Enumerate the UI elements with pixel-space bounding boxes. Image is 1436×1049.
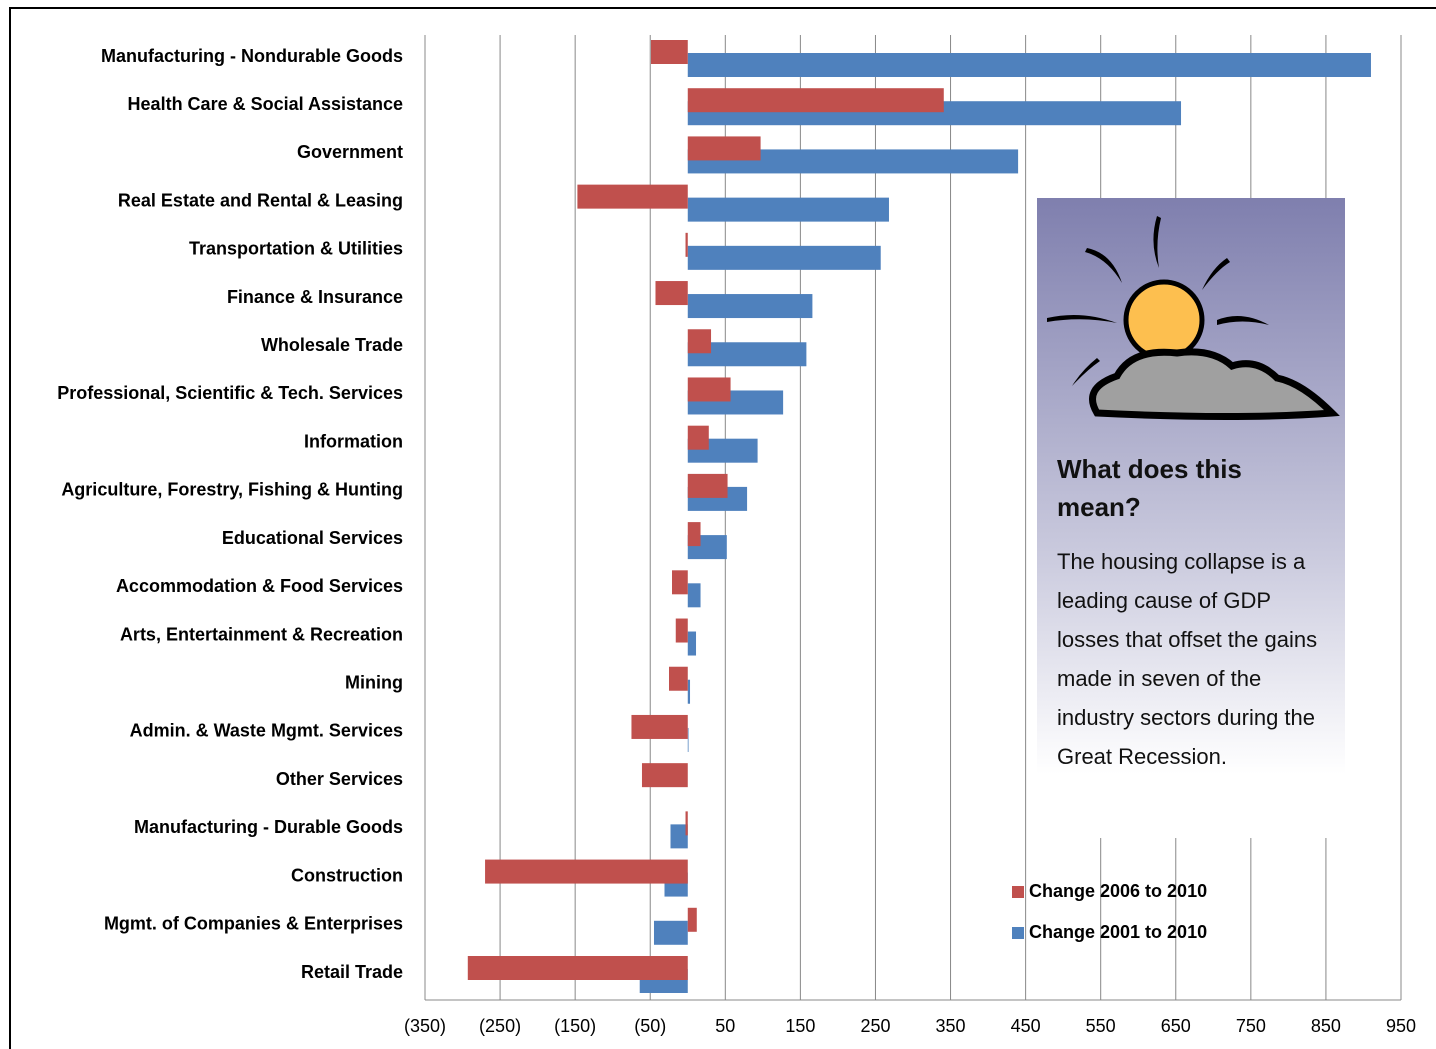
bar (687, 522, 701, 547)
bar (653, 920, 688, 945)
x-tick-label: (250) (479, 1016, 521, 1036)
y-tick-label: Health Care & Social Assistance (128, 94, 403, 114)
bar (687, 88, 944, 113)
bar (687, 53, 1371, 77)
bar (687, 727, 689, 752)
y-tick-label: Professional, Scientific & Tech. Service… (57, 383, 403, 403)
bar (687, 907, 697, 932)
bar (687, 197, 889, 222)
y-tick-label: Wholesale Trade (261, 335, 403, 355)
y-tick-label: Arts, Entertainment & Recreation (120, 624, 403, 644)
legend-marker (1012, 927, 1024, 939)
bar (655, 281, 688, 306)
x-tick-label: 150 (785, 1016, 815, 1036)
x-tick-label: 50 (715, 1016, 735, 1036)
y-tick-label: Educational Services (222, 528, 403, 548)
bar (669, 666, 688, 691)
annotation-box: What does this mean? The housing collaps… (1037, 198, 1345, 838)
frame (9, 7, 1436, 1049)
bar (687, 679, 691, 704)
y-tick-label: Mining (345, 672, 403, 692)
annotation-title: What does this mean? (1057, 454, 1242, 522)
bar (670, 824, 688, 849)
x-tick-label: (150) (554, 1016, 596, 1036)
y-tick-label: Manufacturing - Nondurable Goods (101, 46, 403, 66)
y-tick-label: Other Services (276, 769, 403, 789)
sun-cloud-icon (1047, 216, 1340, 420)
annotation-text: The housing collapse is a leading cause … (1057, 549, 1318, 769)
bar (687, 245, 881, 270)
bar (577, 184, 688, 209)
x-tick-label: 550 (1086, 1016, 1116, 1036)
bar (485, 859, 688, 884)
legend-label: Change 2001 to 2010 (1029, 922, 1207, 942)
y-tick-label: Accommodation & Food Services (116, 576, 403, 596)
x-tick-label: 650 (1161, 1016, 1191, 1036)
bar (687, 473, 728, 498)
bar (650, 40, 688, 64)
bar (687, 425, 709, 450)
x-tick-label: (350) (404, 1016, 446, 1036)
bar (687, 136, 761, 161)
bar (675, 618, 688, 643)
bar (672, 570, 688, 595)
bar (687, 377, 731, 402)
y-tick-label: Government (297, 142, 403, 162)
bar (687, 631, 697, 656)
y-tick-label: Retail Trade (301, 962, 403, 982)
y-tick-label: Information (304, 431, 403, 451)
bar (685, 232, 688, 257)
y-tick-label: Agriculture, Forestry, Fishing & Hunting (61, 480, 403, 500)
bar (641, 763, 688, 788)
bar (631, 714, 688, 739)
y-tick-label: Construction (291, 865, 403, 885)
y-tick-label: Transportation & Utilities (189, 239, 403, 259)
x-tick-label: 450 (1011, 1016, 1041, 1036)
legend-marker (1012, 886, 1024, 898)
y-tick-label: Manufacturing - Durable Goods (134, 817, 403, 837)
y-tick-label: Admin. & Waste Mgmt. Services (130, 721, 403, 741)
bar (687, 294, 813, 319)
x-tick-label: 750 (1236, 1016, 1266, 1036)
bar (687, 329, 712, 354)
x-tick-label: 850 (1311, 1016, 1341, 1036)
x-tick-label: 950 (1386, 1016, 1416, 1036)
x-tick-label: 350 (936, 1016, 966, 1036)
y-tick-label: Finance & Insurance (227, 287, 403, 307)
x-tick-label: 250 (860, 1016, 890, 1036)
bar (467, 956, 688, 980)
bar (685, 811, 688, 836)
bar (687, 583, 701, 608)
y-tick-label: Mgmt. of Companies & Enterprises (104, 914, 403, 934)
x-tick-label: (50) (634, 1016, 666, 1036)
y-tick-label: Real Estate and Rental & Leasing (118, 190, 403, 210)
legend-label: Change 2006 to 2010 (1029, 881, 1207, 901)
